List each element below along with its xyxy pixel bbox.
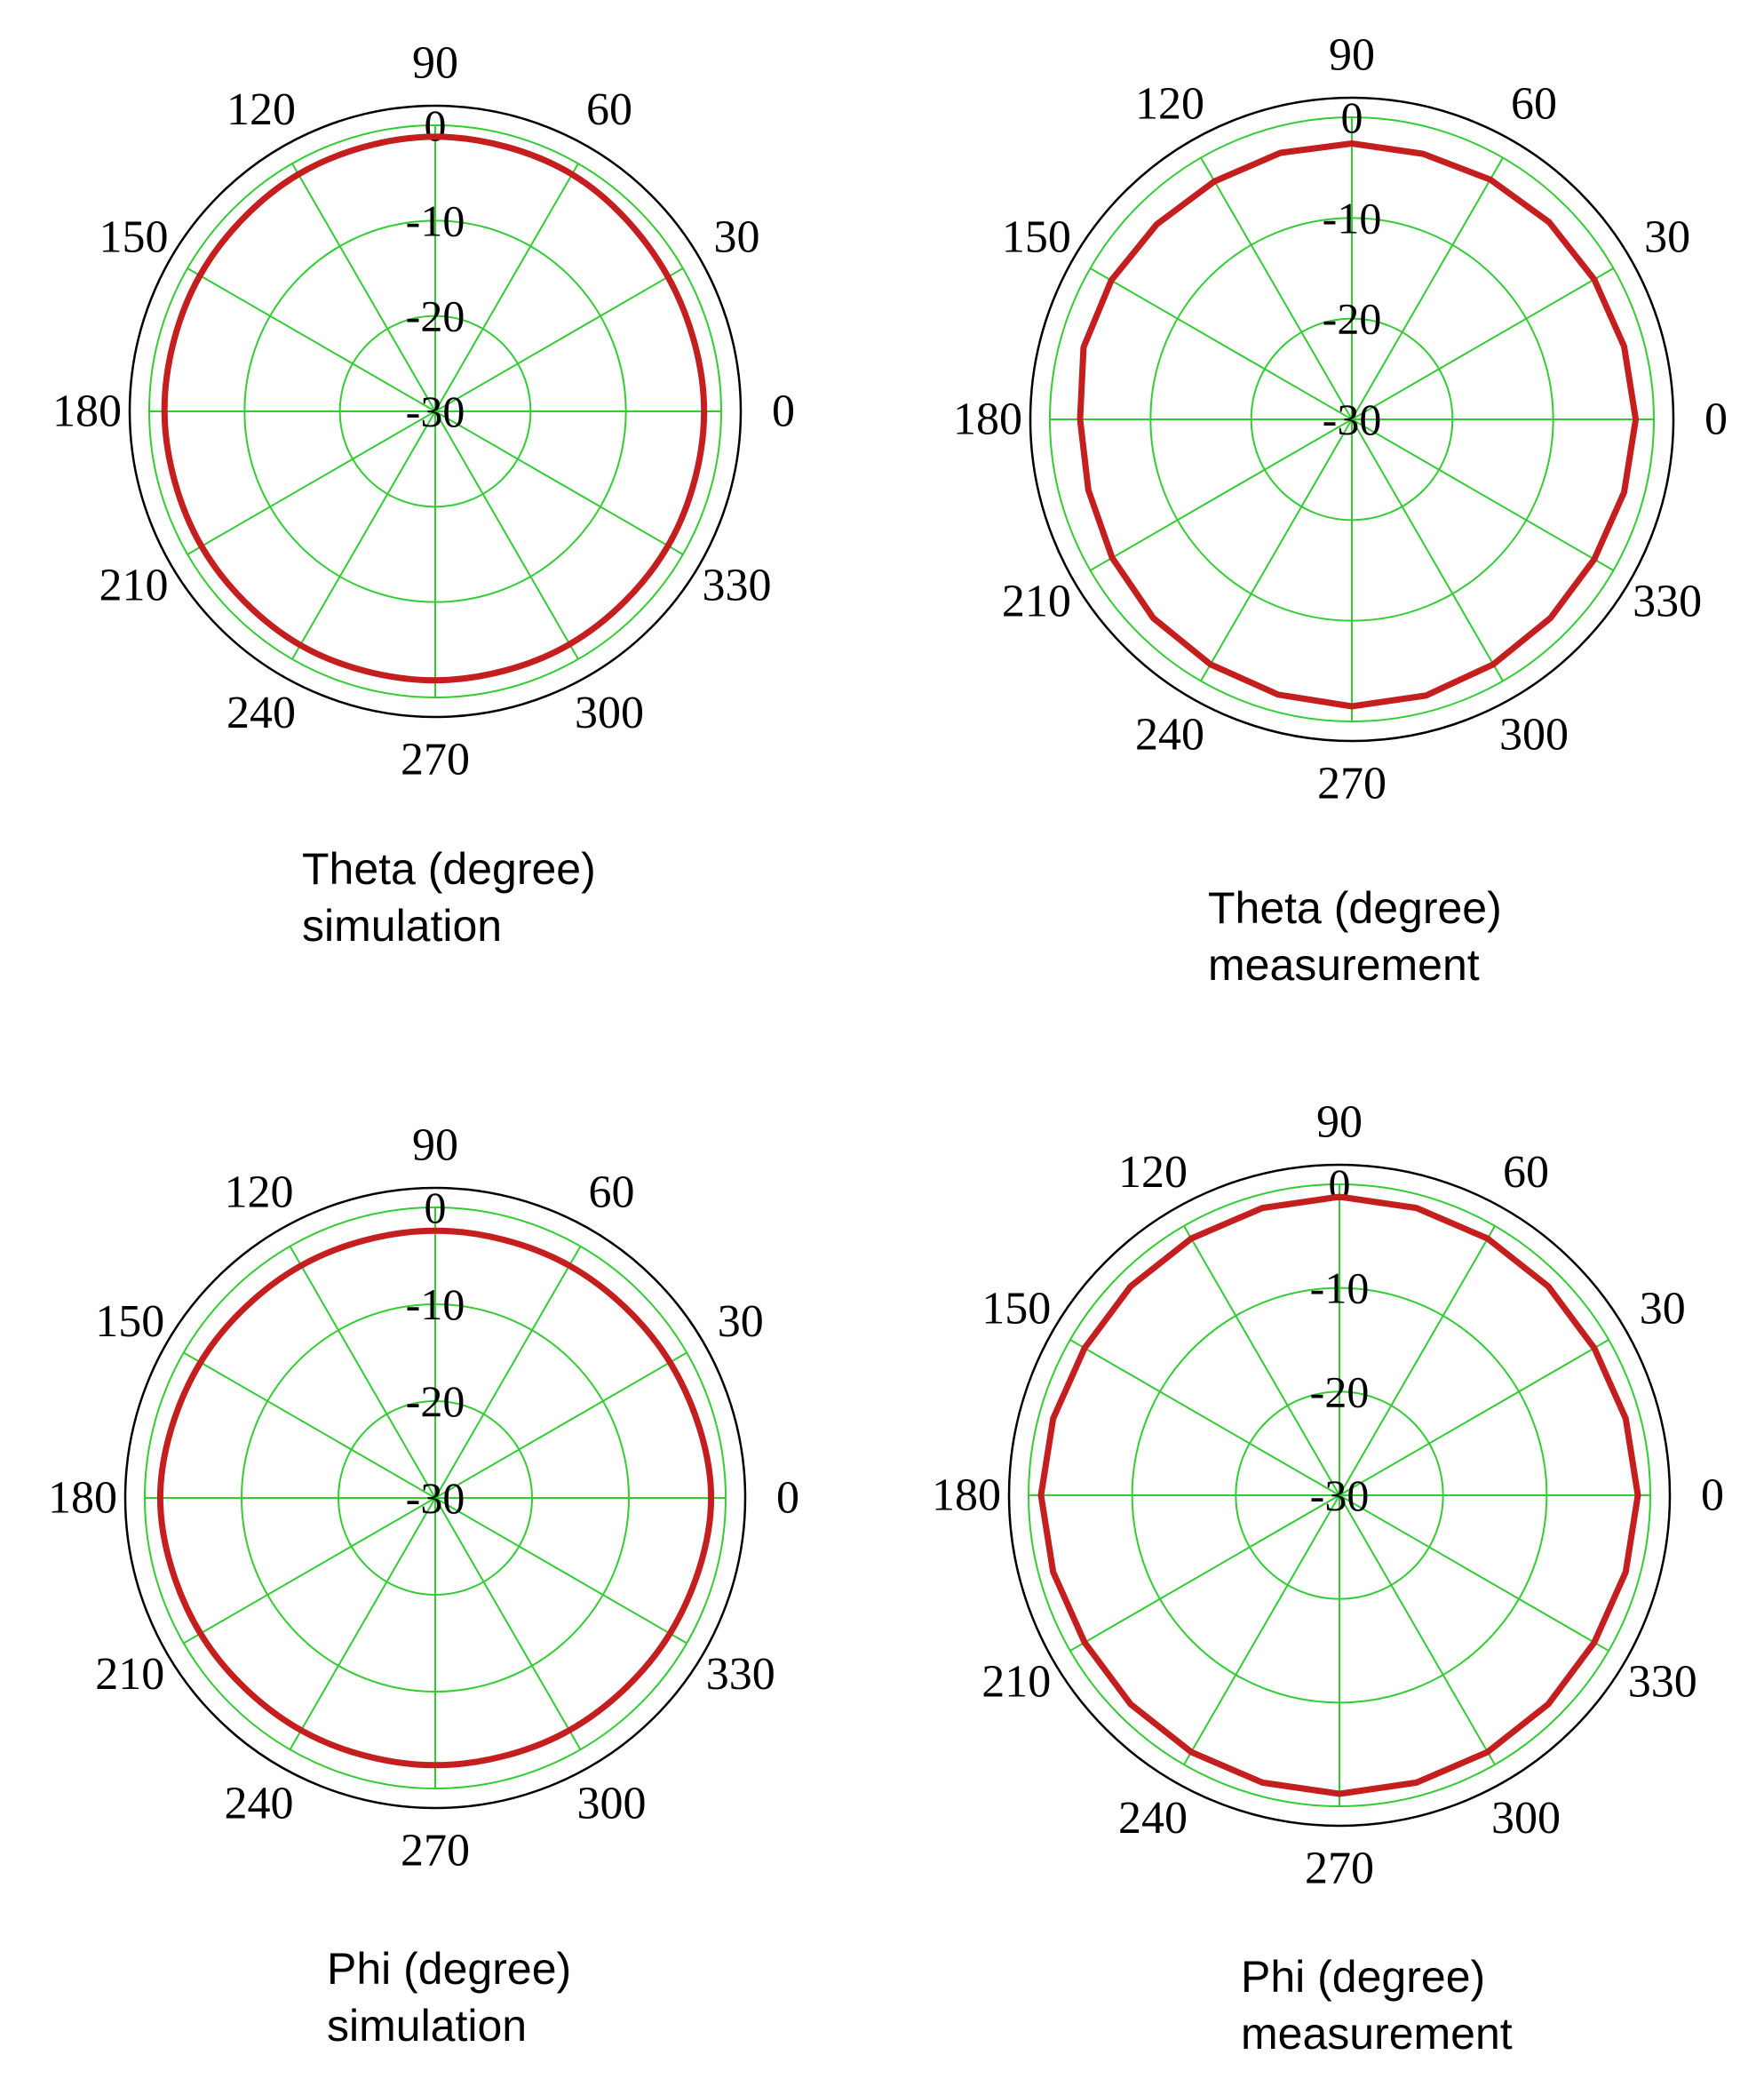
angle-tick-label: 210	[1002, 577, 1071, 627]
outer-boundary-circle	[123, 1186, 747, 1810]
angle-tick-label: 330	[702, 561, 771, 611]
radial-tick-label: -10	[406, 1279, 465, 1329]
angle-tick-label: 60	[586, 84, 632, 135]
radial-tick-label: 0	[1329, 1159, 1351, 1209]
angle-tick-label: 0	[1704, 394, 1728, 445]
polar-chart-4: 0 30 60 90 120 150 180 210 240 270 300 330 0 -10 -20 -3…	[932, 1097, 1724, 1894]
angle-tick-label: 90	[1329, 30, 1375, 81]
caption-label: simulation	[302, 901, 503, 951]
axis-label: Theta (degree)	[302, 844, 596, 894]
angle-tick-label: 210	[99, 561, 169, 611]
angle-tick-label: 30	[713, 212, 759, 263]
angle-tick-label: 150	[99, 212, 169, 263]
radial-tick-label: -10	[406, 195, 465, 245]
angle-tick-label: 270	[1305, 1844, 1374, 1894]
angle-tick-label: 330	[1633, 577, 1702, 627]
angle-tick-label: 210	[981, 1657, 1051, 1708]
angle-tick-label: 90	[1316, 1097, 1363, 1148]
caption-label: measurement	[1208, 940, 1480, 990]
radial-tick-label: -30	[1323, 394, 1382, 444]
caption-phi-simulation: Phi (degree) simulation	[327, 1940, 571, 2054]
angle-tick-label: 180	[52, 386, 122, 437]
angle-tick-label: 150	[981, 1284, 1051, 1334]
outer-boundary-circle	[1029, 96, 1675, 743]
radial-tick-label: -10	[1323, 193, 1382, 243]
angle-tick-label: 0	[772, 386, 795, 437]
radial-tick-label: 0	[425, 100, 447, 150]
angle-tick-label: 60	[589, 1167, 635, 1218]
radial-tick-label: -20	[406, 291, 465, 341]
polar-chart-2: 0 30 60 90 120 150 180 210 240 270 300 330 0 -10 -20 -3…	[953, 30, 1728, 809]
angle-tick-label: 90	[412, 1120, 458, 1171]
radial-tick-label: -20	[1323, 294, 1382, 344]
angle-tick-label: 300	[575, 688, 644, 738]
caption-phi-measurement: Phi (degree) measurement	[1241, 1948, 1513, 2062]
radial-tick-label: -20	[1310, 1366, 1370, 1416]
angle-tick-label: 240	[226, 688, 296, 738]
angle-tick-label: 270	[401, 735, 470, 785]
angle-tick-label: 120	[225, 1167, 294, 1218]
angle-tick-label: 240	[1118, 1793, 1188, 1844]
angle-tick-label: 270	[401, 1826, 470, 1876]
angle-tick-label: 60	[1511, 78, 1557, 129]
radial-tick-label: -30	[406, 386, 465, 436]
angle-tick-label: 30	[718, 1296, 764, 1347]
caption-label: measurement	[1241, 2009, 1513, 2059]
caption-theta-simulation: Theta (degree) simulation	[302, 840, 596, 954]
series-trace-1	[1077, 140, 1640, 710]
angle-tick-label: 180	[48, 1473, 117, 1524]
angle-tick-label: 300	[1499, 710, 1569, 761]
angle-tick-label: 180	[953, 394, 1022, 445]
caption-label: simulation	[327, 2001, 528, 2051]
series-trace-1	[161, 133, 708, 684]
axis-label: Phi (degree)	[327, 1944, 572, 1994]
series-trace-1	[1037, 1193, 1641, 1797]
angle-tick-label: 30	[1640, 1284, 1686, 1334]
outer-boundary-circle	[128, 104, 743, 719]
series-trace-1	[156, 1227, 715, 1769]
grid-spoke-150	[183, 1351, 687, 1645]
radial-tick-label: -20	[406, 1376, 465, 1426]
angle-tick-label: 150	[95, 1296, 164, 1347]
angle-tick-label: 270	[1317, 759, 1387, 809]
angle-tick-label: 120	[1135, 78, 1204, 129]
axis-label: Theta (degree)	[1208, 883, 1502, 933]
angle-tick-label: 90	[412, 38, 458, 89]
radial-tick-label: -10	[1310, 1263, 1370, 1313]
angle-tick-label: 120	[226, 84, 296, 135]
angle-tick-label: 150	[1002, 212, 1071, 263]
polar-chart-1: 0 30 60 90 120 150 180 210 240 270 300 330 0 -10 -20 -3…	[52, 38, 795, 785]
angle-tick-label: 300	[1491, 1793, 1561, 1844]
radial-tick-label: 0	[1341, 92, 1363, 142]
angle-tick-label: 330	[1628, 1657, 1697, 1708]
angle-tick-label: 210	[95, 1649, 164, 1700]
grid-spoke-150	[1090, 267, 1614, 571]
angle-tick-label: 0	[776, 1473, 799, 1524]
caption-theta-measurement: Theta (degree) measurement	[1208, 880, 1502, 993]
axis-label: Phi (degree)	[1241, 1952, 1486, 2002]
angle-tick-label: 30	[1644, 212, 1690, 263]
angle-tick-label: 240	[225, 1778, 294, 1828]
angle-tick-label: 60	[1503, 1147, 1549, 1198]
outer-boundary-circle	[1007, 1163, 1672, 1828]
angle-tick-label: 0	[1701, 1470, 1724, 1521]
angle-tick-label: 240	[1135, 710, 1204, 761]
radial-tick-label: -30	[406, 1473, 465, 1523]
grid-spoke-150	[187, 267, 684, 555]
grid-spoke-150	[1069, 1339, 1609, 1652]
angle-tick-label: 180	[932, 1470, 1001, 1521]
angle-tick-label: 330	[706, 1649, 775, 1700]
radial-tick-label: 0	[425, 1183, 447, 1232]
radial-tick-label: -30	[1310, 1470, 1370, 1520]
angle-tick-label: 120	[1118, 1147, 1188, 1198]
angle-tick-label: 300	[577, 1778, 647, 1828]
polar-chart-3: 0 30 60 90 120 150 180 210 240 270 300 330 0 -10 -20 -3…	[48, 1120, 799, 1876]
